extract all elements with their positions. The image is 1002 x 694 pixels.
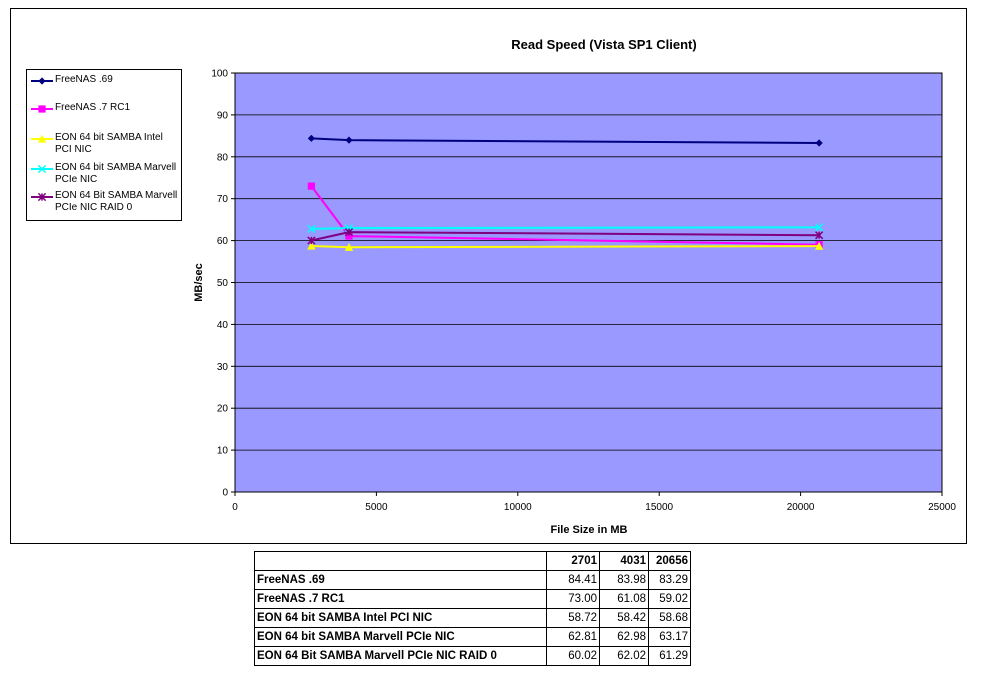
x-tick-label: 10000 — [504, 502, 532, 513]
y-tick-label: 40 — [217, 320, 229, 331]
chart-title: Read Speed (Vista SP1 Client) — [511, 37, 696, 52]
table-cell: 58.42 — [599, 608, 649, 628]
table-cell: 84.41 — [546, 570, 600, 590]
legend-label: EON 64 Bit SAMBA Marvell PCIe NIC RAID 0 — [55, 190, 178, 213]
table-row: FreeNAS .69 84.41 83.98 83.29 — [254, 570, 691, 590]
x-axis-label: File Size in MB — [550, 524, 627, 536]
y-tick-label: 50 — [217, 278, 229, 289]
series-group — [307, 241, 824, 251]
table-row-label: EON 64 Bit SAMBA Marvell PCIe NIC RAID 0 — [254, 646, 547, 666]
legend-swatch — [31, 134, 53, 143]
y-tick-label: 0 — [222, 488, 228, 499]
y-tick-label: 90 — [217, 110, 229, 121]
table-cell: 83.29 — [648, 570, 691, 590]
table-cell: 62.98 — [599, 627, 649, 647]
table-row-label: EON 64 bit SAMBA Intel PCI NIC — [254, 608, 547, 628]
y-tick-label: 20 — [217, 404, 229, 415]
table-header-cell: 20656 — [648, 551, 691, 571]
table-row-label: FreeNAS .7 RC1 — [254, 589, 547, 609]
table-cell: 58.68 — [648, 608, 691, 628]
legend-marker — [38, 77, 46, 85]
table-row-label: EON 64 bit SAMBA Marvell PCIe NIC — [254, 627, 547, 647]
legend-swatch — [31, 105, 53, 113]
series-line — [311, 244, 820, 249]
table-cell: 58.72 — [546, 608, 600, 628]
legend-swatch — [31, 77, 53, 85]
series-group — [307, 223, 824, 233]
table-cell: 62.02 — [599, 646, 649, 666]
legend-marker — [37, 134, 47, 143]
legend-label: EON 64 bit SAMBA Intel PCI NIC — [55, 132, 163, 155]
series-group — [307, 134, 823, 147]
y-tick-label: 100 — [211, 69, 228, 80]
table-cell: 61.08 — [599, 589, 649, 609]
table-row-label: FreeNAS .69 — [254, 570, 547, 590]
y-tick-label: 60 — [217, 236, 229, 247]
data-point — [307, 134, 315, 142]
data-point — [307, 236, 316, 245]
table-corner-cell — [254, 551, 547, 571]
legend-swatch — [31, 192, 53, 202]
legend-swatch — [31, 164, 53, 174]
table-cell: 62.81 — [546, 627, 600, 647]
y-axis-label: MB/sec — [193, 263, 205, 302]
data-point — [307, 182, 315, 190]
table-cell: 73.00 — [546, 589, 600, 609]
data-point — [815, 139, 823, 147]
data-point — [344, 243, 354, 251]
table-cell: 60.02 — [546, 646, 600, 666]
data-point — [344, 228, 354, 237]
table-row: EON 64 Bit SAMBA Marvell PCIe NIC RAID 0… — [254, 646, 691, 666]
legend-label: FreeNAS .7 RC1 — [55, 102, 131, 113]
chart-frame: 0 10 20 30 40 50 60 70 80 90 100 0 5000 10000 15000 200… — [10, 8, 967, 544]
legend-label: FreeNAS .69 — [55, 74, 113, 85]
table-cell: 83.98 — [599, 570, 649, 590]
series-group — [307, 228, 824, 245]
table-header-cell: 2701 — [546, 551, 600, 571]
legend-marker — [37, 192, 47, 202]
legend-label: EON 64 bit SAMBA Marvell PCIe NIC — [55, 162, 177, 185]
table-row: FreeNAS .7 RC1 73.00 61.08 59.02 — [254, 589, 691, 609]
y-tick-label: 70 — [217, 194, 229, 205]
x-tick-label: 15000 — [645, 502, 673, 513]
y-tick-label: 10 — [217, 446, 229, 457]
table-cell: 61.29 — [648, 646, 691, 666]
data-point — [345, 136, 353, 144]
table-header-row: 2701 4031 20656 — [254, 551, 691, 571]
y-tick-label: 30 — [217, 362, 229, 373]
table-row: EON 64 bit SAMBA Marvell PCIe NIC 62.81 … — [254, 627, 691, 647]
table-header-cell: 4031 — [599, 551, 649, 571]
data-point — [814, 241, 824, 250]
x-tick-label: 5000 — [365, 502, 388, 513]
data-point — [815, 223, 824, 232]
table-cell: 59.02 — [648, 589, 691, 609]
data-point — [307, 224, 316, 233]
legend-marker — [38, 105, 46, 113]
chart-legend: FreeNAS .69 FreeNAS .7 RC1 EON 64 bit SAMB… — [26, 69, 182, 221]
data-point — [345, 232, 353, 240]
data-point — [815, 231, 824, 240]
x-tick-label: 0 — [232, 502, 238, 513]
x-tick-label: 25000 — [928, 502, 956, 513]
data-point — [307, 241, 316, 250]
chart-svg: 0 10 20 30 40 50 60 70 80 90 100 0 5000 10000 15000 200… — [193, 37, 956, 536]
data-table: 2701 4031 20656 FreeNAS .69 84.41 83.98 … — [254, 551, 691, 666]
legend-marker — [37, 164, 47, 174]
x-tick-label: 20000 — [787, 502, 815, 513]
table-cell: 63.17 — [648, 627, 691, 647]
table-row: EON 64 bit SAMBA Intel PCI NIC 58.72 58.… — [254, 608, 691, 628]
y-tick-label: 80 — [217, 152, 229, 163]
